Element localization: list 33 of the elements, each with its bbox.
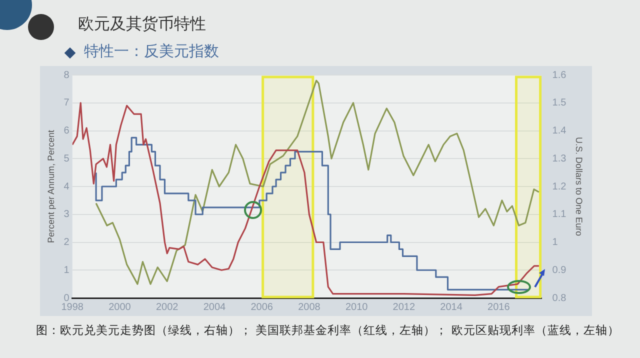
x-tick-label: 2000 [108, 302, 132, 313]
y2-tick-label: 1.4 [552, 126, 567, 136]
x-tick-label: 2004 [203, 302, 226, 313]
y2-tick-label: 1.5 [552, 98, 567, 109]
y-tick-label: 1 [64, 264, 70, 276]
y2-tick-label: 1.3 [552, 153, 567, 164]
y2-tick-label: 0.8 [552, 292, 567, 304]
y2-tick-label: 1.6 [552, 70, 567, 81]
x-tick-label: 2014 [440, 302, 463, 313]
y2-tick-label: 1.1 [552, 209, 567, 220]
y-tick-label: 3 [64, 209, 70, 220]
text: 图：欧元兑美元走势图（绿线，右轴）； 美国联邦基金利率（红线，左轴）； 欧元区贴现利率（蓝线，左轴） [36, 322, 620, 339]
x-tick-label: 1998 [61, 302, 84, 313]
x-tick-label: 2006 [250, 302, 274, 313]
x-tick-label: 2010 [345, 302, 368, 313]
y-tick-label: 7 [64, 98, 70, 109]
y-tick-label: 4 [64, 181, 70, 192]
x-tick-label: 2012 [392, 302, 416, 313]
x-tick-label: 2016 [488, 302, 510, 313]
x-tick-label: 2002 [156, 302, 179, 313]
y-axis-title: Percent per Annum, Percent [46, 129, 56, 244]
y2-tick-label: 1 [552, 237, 558, 248]
chart-subtitle: 特性一：反美元指数 [84, 42, 219, 60]
chart-title: 欧元及其货币特性 [78, 14, 206, 35]
y2-axis-title: U.S. Dollars to One Euro [574, 136, 584, 236]
y-tick-label: 0 [64, 292, 70, 304]
y-tick-label: 5 [64, 153, 70, 164]
y-tick-label: 8 [64, 70, 70, 81]
y2-tick-label: 0.9 [552, 264, 567, 276]
x-tick-label: 2008 [298, 302, 321, 313]
y2-tick-label: 1.2 [552, 181, 567, 192]
y-tick-label: 2 [64, 237, 70, 248]
y-tick-label: 6 [64, 126, 70, 136]
